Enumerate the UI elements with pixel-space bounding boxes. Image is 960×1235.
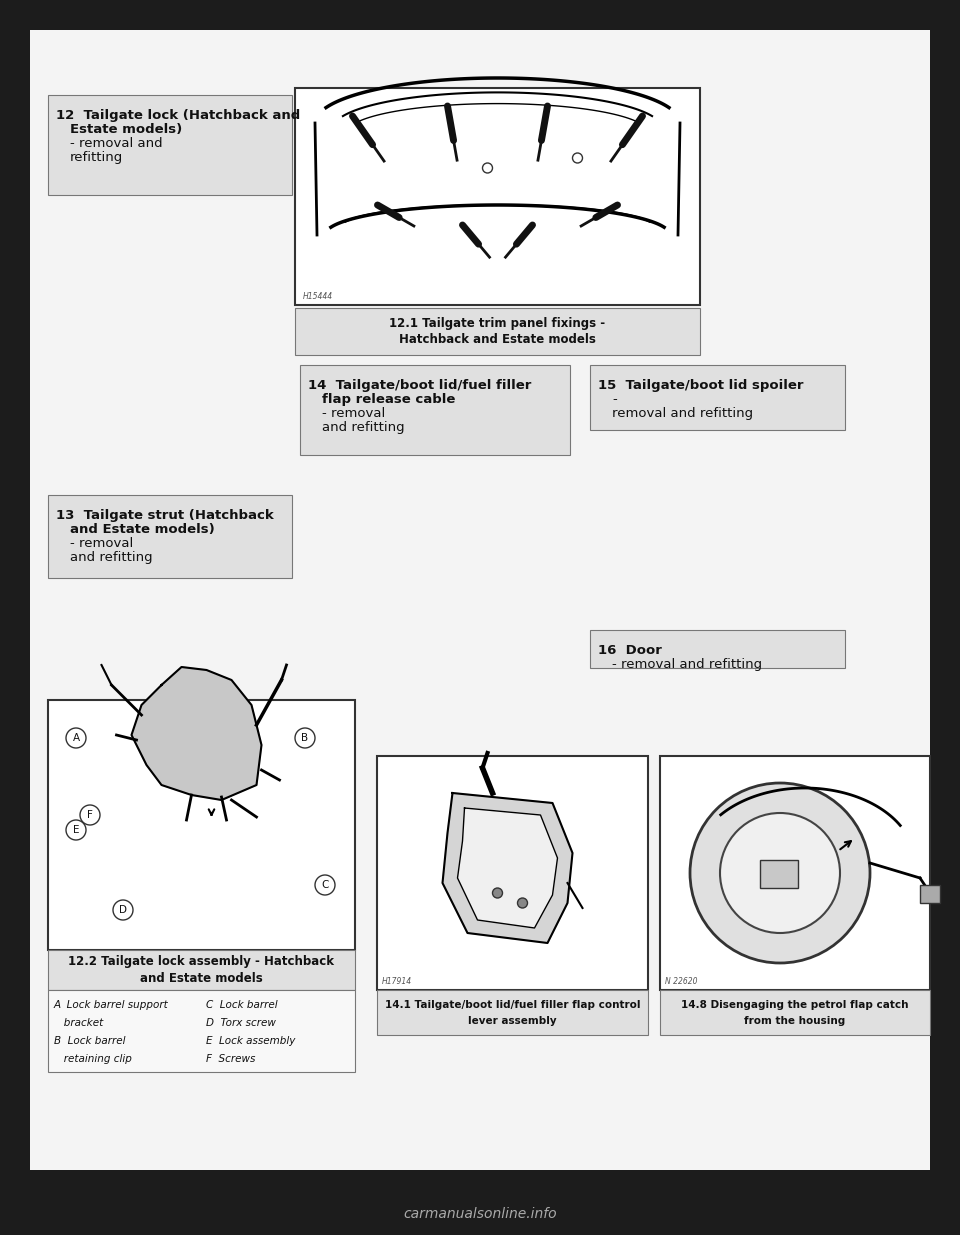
Text: removal and refitting: removal and refitting (612, 408, 754, 420)
Text: D: D (119, 905, 127, 915)
Text: bracket: bracket (54, 1018, 104, 1028)
Text: from the housing: from the housing (744, 1015, 846, 1025)
Bar (300, 366, 570, 454)
Bar (760, 860, 798, 888)
Text: D  Torx screw: D Torx screw (205, 1018, 276, 1028)
Bar (660, 756, 930, 990)
Circle shape (572, 153, 583, 163)
Circle shape (66, 727, 86, 748)
Text: - removal: - removal (322, 408, 385, 420)
Text: - removal and: - removal and (70, 137, 162, 149)
Text: F: F (87, 810, 93, 820)
Bar (377, 756, 648, 990)
Text: Estate models): Estate models) (70, 124, 182, 136)
Text: 14.1 Tailgate/boot lid/fuel filler flap control: 14.1 Tailgate/boot lid/fuel filler flap … (385, 999, 640, 1009)
Text: 12.2 Tailgate lock assembly - Hatchback: 12.2 Tailgate lock assembly - Hatchback (68, 956, 334, 968)
Text: 12  Tailgate lock (Hatchback and: 12 Tailgate lock (Hatchback and (56, 109, 300, 122)
Text: 14.8 Disengaging the petrol flap catch: 14.8 Disengaging the petrol flap catch (682, 999, 909, 1009)
Text: lever assembly: lever assembly (468, 1015, 557, 1025)
Text: - removal and refitting: - removal and refitting (612, 658, 762, 671)
Circle shape (483, 163, 492, 173)
Text: 13  Tailgate strut (Hatchback: 13 Tailgate strut (Hatchback (56, 509, 274, 522)
Circle shape (113, 900, 133, 920)
Bar (377, 990, 648, 1035)
Text: E: E (73, 825, 80, 835)
Text: and Estate models: and Estate models (140, 972, 263, 984)
Polygon shape (443, 793, 572, 944)
Text: and refitting: and refitting (70, 551, 153, 564)
Bar (920, 885, 940, 903)
Text: H15444: H15444 (303, 291, 333, 301)
Text: B: B (301, 734, 308, 743)
Bar (48, 990, 355, 1072)
Bar (660, 990, 930, 1035)
Text: F  Screws: F Screws (205, 1053, 254, 1065)
Circle shape (517, 898, 527, 908)
Text: carmanualsonline.info: carmanualsonline.info (403, 1207, 557, 1221)
Text: 14  Tailgate/boot lid/fuel filler: 14 Tailgate/boot lid/fuel filler (308, 379, 532, 391)
Text: A: A (72, 734, 80, 743)
Bar (590, 630, 845, 668)
Bar (48, 700, 355, 950)
Text: retaining clip: retaining clip (54, 1053, 132, 1065)
Bar (295, 88, 700, 305)
Text: 12.1 Tailgate trim panel fixings -: 12.1 Tailgate trim panel fixings - (390, 317, 606, 330)
Bar (48, 95, 292, 195)
Text: Hatchback and Estate models: Hatchback and Estate models (399, 333, 596, 346)
Text: -: - (612, 393, 616, 406)
Text: B  Lock barrel: B Lock barrel (54, 1036, 126, 1046)
Text: E  Lock assembly: E Lock assembly (205, 1036, 295, 1046)
Bar (590, 366, 845, 430)
Circle shape (315, 876, 335, 895)
Text: 15  Tailgate/boot lid spoiler: 15 Tailgate/boot lid spoiler (598, 379, 804, 391)
Text: refitting: refitting (70, 151, 123, 164)
Text: flap release cable: flap release cable (322, 393, 455, 406)
Bar (48, 495, 292, 578)
Polygon shape (132, 667, 261, 800)
Text: C  Lock barrel: C Lock barrel (205, 1000, 277, 1010)
Polygon shape (458, 808, 558, 927)
Circle shape (66, 820, 86, 840)
Circle shape (720, 813, 840, 932)
Bar (295, 308, 700, 354)
Text: - removal: - removal (70, 537, 133, 550)
Circle shape (295, 727, 315, 748)
Text: C: C (322, 881, 328, 890)
Text: H17914: H17914 (382, 977, 412, 986)
Text: 16  Door: 16 Door (598, 643, 661, 657)
Text: and refitting: and refitting (322, 421, 404, 433)
Text: N 22620: N 22620 (665, 977, 698, 986)
Bar (48, 950, 355, 990)
Circle shape (690, 783, 870, 963)
Circle shape (80, 805, 100, 825)
Text: and Estate models): and Estate models) (70, 522, 215, 536)
Circle shape (492, 888, 502, 898)
Text: A  Lock barrel support: A Lock barrel support (54, 1000, 169, 1010)
